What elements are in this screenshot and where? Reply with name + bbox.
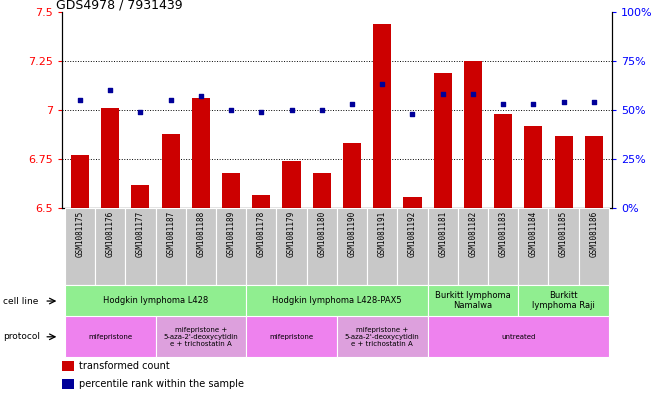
Bar [246,316,337,357]
Bar [458,208,488,285]
Text: GSM1081188: GSM1081188 [197,211,205,257]
Text: Hodgkin lymphoma L428: Hodgkin lymphoma L428 [103,296,208,305]
Bar [494,114,512,208]
Text: GSM1081182: GSM1081182 [469,211,477,257]
Point [256,109,266,115]
Bar [428,285,518,316]
Bar [65,285,246,316]
Text: mifepristone +
5-aza-2'-deoxycytidin
e + trichostatin A: mifepristone + 5-aza-2'-deoxycytidin e +… [345,327,420,347]
Bar [186,208,216,285]
Bar [71,155,89,208]
Text: GSM1081186: GSM1081186 [589,211,598,257]
Bar [404,196,421,208]
Bar [373,24,391,208]
Text: Burkitt lymphoma
Namalwa: Burkitt lymphoma Namalwa [435,290,511,310]
Bar [343,143,361,208]
Bar [246,285,428,316]
Text: GSM1081192: GSM1081192 [408,211,417,257]
Bar [283,161,301,208]
Text: mifepristone: mifepristone [88,334,132,340]
Bar [125,208,156,285]
Bar [312,173,331,208]
Bar [428,316,609,357]
Text: GSM1081181: GSM1081181 [438,211,447,257]
Point [377,81,387,88]
Text: transformed count: transformed count [79,361,170,371]
Text: GSM1081180: GSM1081180 [317,211,326,257]
Bar [488,208,518,285]
Point [286,107,297,113]
Bar [524,126,542,208]
Bar [307,208,337,285]
Text: GSM1081183: GSM1081183 [499,211,508,257]
Text: mifepristone: mifepristone [270,334,314,340]
Point [528,101,538,107]
Point [196,93,206,99]
Bar [62,361,74,371]
Point [498,101,508,107]
Bar [246,208,277,285]
Bar [252,195,270,208]
Text: GSM1081175: GSM1081175 [76,211,85,257]
Text: GDS4978 / 7931439: GDS4978 / 7931439 [57,0,183,12]
Bar [428,208,458,285]
Text: GSM1081185: GSM1081185 [559,211,568,257]
Point [226,107,236,113]
Bar [397,208,428,285]
Bar [518,208,548,285]
Text: Hodgkin lymphoma L428-PAX5: Hodgkin lymphoma L428-PAX5 [272,296,402,305]
Bar [518,285,609,316]
Point [347,101,357,107]
Text: GSM1081178: GSM1081178 [257,211,266,257]
Text: GSM1081179: GSM1081179 [287,211,296,257]
Bar [555,136,573,208]
Point [559,99,569,105]
Text: protocol: protocol [3,332,40,341]
Text: GSM1081190: GSM1081190 [348,211,357,257]
Bar [95,208,125,285]
Bar [277,208,307,285]
Text: GSM1081187: GSM1081187 [166,211,175,257]
Bar [464,61,482,208]
Bar [156,316,246,357]
Bar [65,316,156,357]
Bar [337,208,367,285]
Bar [156,208,186,285]
Point [165,97,176,103]
Text: Burkitt
lymphoma Raji: Burkitt lymphoma Raji [532,290,595,310]
Bar [216,208,246,285]
Bar [65,208,95,285]
Text: mifepristone +
5-aza-2'-deoxycytidin
e + trichostatin A: mifepristone + 5-aza-2'-deoxycytidin e +… [163,327,238,347]
Point [75,97,85,103]
Bar [222,173,240,208]
Text: GSM1081191: GSM1081191 [378,211,387,257]
Point [316,107,327,113]
Bar [161,134,180,208]
Point [105,87,115,94]
Point [467,91,478,97]
Point [408,111,418,117]
Text: GSM1081176: GSM1081176 [105,211,115,257]
Text: percentile rank within the sample: percentile rank within the sample [79,379,244,389]
Bar [579,208,609,285]
Point [589,99,599,105]
Text: GSM1081184: GSM1081184 [529,211,538,257]
Text: GSM1081177: GSM1081177 [136,211,145,257]
Bar [585,136,603,208]
Text: GSM1081189: GSM1081189 [227,211,236,257]
Text: cell line: cell line [3,297,38,305]
Bar [367,208,397,285]
Bar [434,73,452,208]
Bar [62,379,74,389]
Bar [192,98,210,208]
Bar [337,316,428,357]
Point [135,109,146,115]
Bar [101,108,119,208]
Bar [132,185,150,208]
Bar [548,208,579,285]
Point [437,91,448,97]
Text: untreated: untreated [501,334,535,340]
